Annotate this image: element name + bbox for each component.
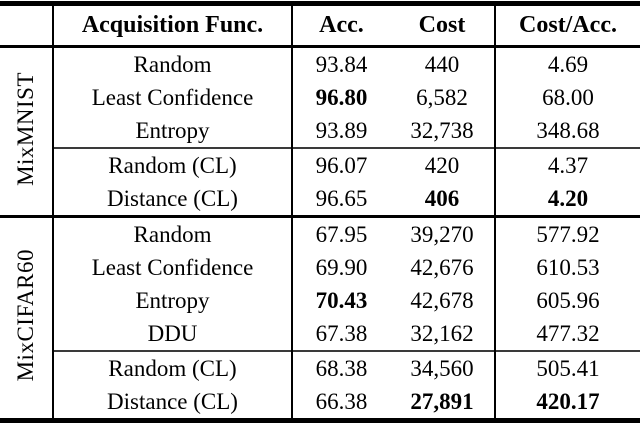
cell-acquisition: Random bbox=[52, 46, 292, 81]
cell-cost: 32,162 bbox=[410, 320, 474, 346]
table-row: Least Confidence 96.80 6,582 68.00 bbox=[0, 81, 640, 114]
cell-cost: 27,891 bbox=[410, 388, 474, 414]
table-row: Distance (CL) 96.65 406 4.20 bbox=[0, 182, 640, 217]
cell-acquisition: Random (CL) bbox=[52, 350, 292, 385]
table-row: Random (CL) 68.38 34,560 505.41 bbox=[0, 350, 640, 385]
cell-cost-acc: 4.37 bbox=[494, 147, 640, 182]
cell-cost: 34,560 bbox=[390, 350, 495, 385]
cell-cost: 406 bbox=[424, 185, 460, 211]
cell-acquisition: Random (CL) bbox=[52, 147, 292, 182]
group-label-cell-mixcifar60: MixCIFAR60 bbox=[0, 215, 53, 421]
header-row: Acquisition Func. Acc. Cost Cost/Acc. bbox=[0, 3, 640, 48]
cell-cost-acc: 477.32 bbox=[494, 317, 640, 351]
cell-cost-acc: 577.92 bbox=[494, 215, 640, 251]
cell-acc: 96.65 bbox=[291, 182, 390, 217]
cell-cost-acc: 605.96 bbox=[494, 284, 640, 317]
cell-cost-acc: 610.53 bbox=[494, 251, 640, 284]
group-label-cell-mixmnist: MixMNIST bbox=[0, 47, 53, 217]
cell-acquisition: Entropy bbox=[52, 114, 292, 148]
cell-acc: 67.95 bbox=[291, 215, 390, 251]
col-header-acquisition: Acquisition Func. bbox=[52, 3, 292, 48]
table-row: DDU 67.38 32,162 477.32 bbox=[0, 317, 640, 351]
cell-acc: 96.80 bbox=[291, 81, 390, 114]
cell-cost: 420 bbox=[390, 147, 495, 182]
cell-acc: 96.07 bbox=[291, 147, 390, 182]
cell-cost: 42,676 bbox=[410, 254, 474, 280]
results-table: Acquisition Func. Acc. Cost Cost/Acc. Mi… bbox=[0, 1, 640, 423]
table-row: Distance (CL) 66.38 27,891 420.17 bbox=[0, 385, 640, 421]
cell-cost: 32,738 bbox=[410, 117, 474, 143]
table-row: Entropy 70.43 42,678 605.96 bbox=[0, 284, 640, 317]
cell-cost-acc: 348.68 bbox=[494, 114, 640, 148]
col-header-acc: Acc. bbox=[291, 3, 390, 48]
table-row: MixCIFAR60 Random 67.95 39,270 577.92 bbox=[0, 215, 640, 421]
cell-acquisition: Least Confidence bbox=[52, 81, 292, 114]
table-row: MixMNIST Random 93.84 440 4.69 bbox=[0, 46, 640, 186]
table-row: Entropy 93.89 32,738 348.68 bbox=[0, 114, 640, 148]
cell-acquisition: DDU bbox=[52, 317, 292, 351]
group-label-mixcifar60: MixCIFAR60 bbox=[13, 249, 39, 382]
cell-cost: 39,270 bbox=[390, 215, 495, 251]
cell-acquisition: Entropy bbox=[52, 284, 292, 317]
cell-acquisition: Distance (CL) bbox=[52, 182, 292, 217]
cell-acquisition: Least Confidence bbox=[52, 251, 292, 284]
cell-acc: 93.84 bbox=[291, 46, 390, 81]
cell-acc: 67.38 bbox=[291, 317, 390, 351]
cell-cost-acc: 505.41 bbox=[494, 350, 640, 385]
cell-cost-acc: 4.69 bbox=[494, 46, 640, 81]
col-header-cost-acc: Cost/Acc. bbox=[494, 3, 640, 48]
cell-cost: 6,582 bbox=[416, 84, 468, 110]
cell-acc: 68.38 bbox=[291, 350, 390, 385]
cell-acc: 66.38 bbox=[291, 385, 390, 421]
cell-cost-acc: 4.20 bbox=[494, 182, 640, 217]
col-header-cost: Cost bbox=[390, 3, 495, 48]
table-row: Random (CL) 96.07 420 4.37 bbox=[0, 147, 640, 182]
cell-acc: 93.89 bbox=[291, 114, 390, 148]
cell-acquisition: Distance (CL) bbox=[52, 385, 292, 421]
corner-cell bbox=[0, 3, 53, 48]
group-label-mixmnist: MixMNIST bbox=[13, 71, 39, 186]
cell-acc: 70.43 bbox=[291, 284, 390, 317]
cell-cost: 42,678 bbox=[410, 287, 474, 313]
cell-acquisition: Random bbox=[52, 215, 292, 251]
cell-cost-acc: 420.17 bbox=[494, 385, 640, 421]
cell-cost-acc: 68.00 bbox=[494, 81, 640, 114]
table-row: Least Confidence 69.90 42,676 610.53 bbox=[0, 251, 640, 284]
cell-cost: 440 bbox=[424, 51, 460, 77]
cell-acc: 69.90 bbox=[291, 251, 390, 284]
